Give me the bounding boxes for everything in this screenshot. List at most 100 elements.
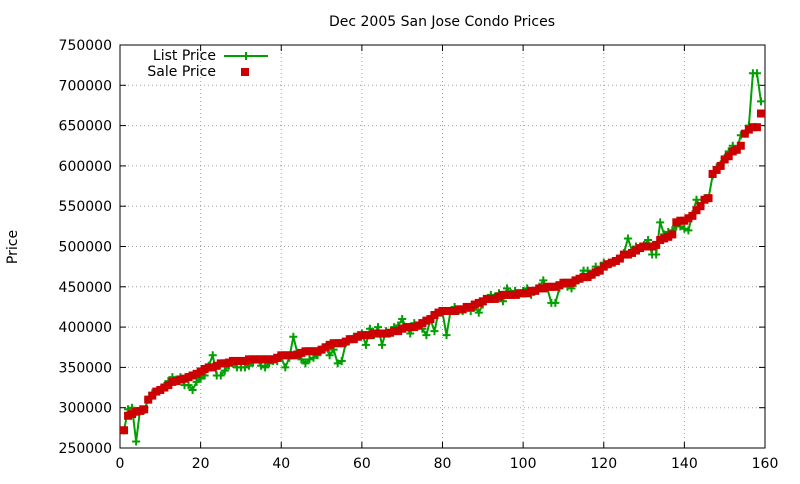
sale-price-point [232, 356, 241, 365]
list-price-point [192, 377, 201, 386]
sale-price-point [406, 323, 415, 332]
sale-price-point [474, 298, 483, 307]
y-tick-label: 600000 [59, 159, 112, 175]
sale-price-point [321, 343, 330, 352]
sale-price-point [648, 242, 657, 251]
sale-price-point [752, 123, 761, 132]
sale-price-point [716, 161, 725, 170]
axis-ticks: 0 20 40 60 80 100 120 140 160 250000 300000 350000 4… [59, 38, 779, 472]
list-price-point [551, 298, 560, 307]
sale-price-point [120, 426, 129, 435]
list-price-point [474, 308, 483, 317]
sale-price-point [442, 306, 451, 315]
sale-price-point [240, 356, 249, 365]
sale-price-point [374, 329, 382, 338]
list-price-point [656, 218, 665, 227]
sale-price-point [273, 353, 282, 362]
sale-price-point [269, 355, 278, 364]
y-tick-label: 700000 [59, 78, 112, 94]
y-tick-label: 550000 [59, 199, 112, 215]
sale-price-point [124, 411, 133, 420]
sale-price-point [361, 331, 370, 340]
sale-price-point [426, 315, 435, 324]
sale-price-point [140, 405, 149, 414]
list-price-point [216, 371, 225, 380]
sale-price-point [708, 169, 717, 178]
list-price-point [220, 366, 229, 375]
sale-price-point [555, 281, 564, 290]
sale-price-point [337, 339, 346, 348]
sale-price-point [676, 216, 685, 225]
sale-price-point [611, 257, 620, 266]
sale-price-point [192, 369, 201, 378]
sale-price-point [728, 147, 737, 156]
sale-price-point [208, 363, 217, 372]
sale-price-point [369, 329, 378, 338]
sale-price-point [410, 323, 419, 332]
sale-price-point [486, 294, 495, 303]
series-sale-price [120, 109, 765, 435]
sale-price-point [700, 195, 709, 204]
sale-price-point [632, 246, 640, 255]
x-tick-label: 60 [353, 456, 371, 472]
sale-price-point [535, 284, 544, 293]
y-tick-label: 350000 [59, 360, 112, 376]
sale-price-point [301, 347, 310, 356]
sale-price-point [599, 262, 608, 271]
sale-price-point [704, 194, 713, 203]
sale-price-point [571, 276, 580, 285]
sale-price-point [253, 355, 262, 364]
list-price-point [301, 359, 310, 368]
sale-price-point [527, 286, 536, 295]
list-price-point [261, 363, 270, 372]
sale-price-point [454, 305, 463, 314]
sale-price-point [281, 351, 290, 360]
list-price-point [623, 234, 632, 243]
sale-price-point [692, 206, 701, 215]
sale-price-point [390, 327, 399, 336]
sale-price-point [285, 351, 294, 360]
sale-price-point [575, 274, 584, 283]
sale-price-point [309, 347, 318, 356]
x-tick-label: 120 [590, 456, 617, 472]
list-price-point [289, 332, 298, 341]
list-price-point [325, 351, 334, 360]
sale-price-point [216, 359, 225, 368]
list-price-point [337, 356, 346, 365]
sale-price-point [515, 289, 524, 298]
sale-price-point [567, 278, 576, 287]
sale-price-point [595, 266, 604, 275]
list-price-point [305, 355, 314, 364]
sale-price-point [668, 230, 677, 239]
sale-price-point [446, 306, 455, 315]
sale-price-point [236, 356, 245, 365]
sale-price-point [498, 290, 507, 299]
sale-price-point [748, 123, 757, 132]
sale-price-point [482, 294, 491, 303]
sale-price-point [547, 282, 556, 291]
x-tick-label: 140 [671, 456, 698, 472]
y-tick-label: 300000 [59, 401, 112, 417]
sale-price-point [563, 278, 572, 287]
sale-price-point [357, 331, 366, 340]
legend-marker-list-price [242, 52, 250, 60]
sale-price-point [519, 289, 528, 298]
legend-label-sale-price: Sale Price [147, 64, 216, 80]
sale-price-point [204, 363, 213, 372]
sale-price-point [603, 260, 612, 269]
sale-price-point [132, 407, 141, 416]
sale-price-point [531, 286, 540, 295]
sale-price-point [128, 410, 137, 419]
sale-price-point [615, 254, 624, 263]
sale-price-point [261, 355, 270, 364]
sale-price-point [414, 321, 423, 330]
sale-price-point [160, 383, 169, 392]
list-price-point [333, 359, 342, 368]
sale-price-point [559, 278, 568, 287]
y-tick-label: 250000 [59, 441, 112, 457]
sale-price-point [180, 374, 189, 383]
sale-price-point [619, 250, 628, 259]
legend-marker-sale-price [241, 68, 249, 76]
x-tick-label: 20 [192, 456, 210, 472]
sale-price-point [220, 359, 229, 368]
